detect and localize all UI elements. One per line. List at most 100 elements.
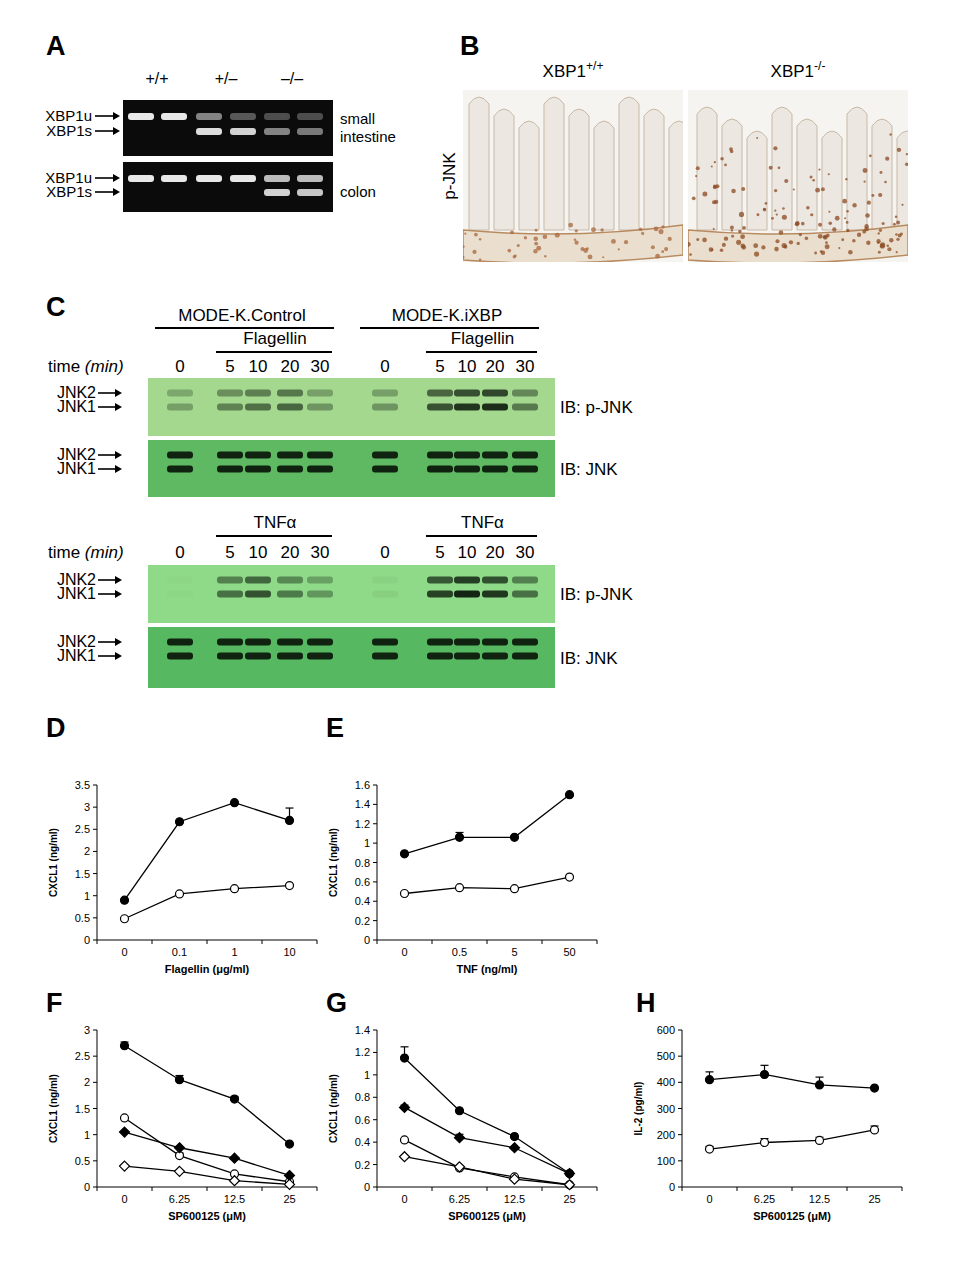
- blot-band: [427, 404, 453, 411]
- arrow-head: [115, 590, 122, 598]
- stain-dot: [818, 234, 823, 239]
- y-tick-label: 400: [657, 1076, 675, 1088]
- stain-dot: [895, 215, 898, 218]
- x-tick-label: 6.25: [169, 1193, 190, 1205]
- gel-band: [128, 113, 154, 120]
- stain-dot: [845, 178, 847, 180]
- stain-dot: [828, 211, 830, 213]
- genotype-label: +/–: [215, 70, 238, 87]
- stain-dot: [624, 240, 628, 244]
- stain-dot: [832, 227, 836, 231]
- stain-dot: [835, 216, 840, 221]
- y-tick: [373, 1030, 377, 1031]
- blot-band: [167, 639, 193, 646]
- stain-dot: [731, 235, 734, 238]
- blot-band: [277, 591, 303, 598]
- x-tick-label: 0: [401, 1193, 407, 1205]
- stain-dot: [825, 244, 830, 249]
- gel-band: [230, 128, 256, 135]
- x-axis-label: SP600125 (μM): [168, 1210, 246, 1222]
- stain-dot: [668, 237, 672, 241]
- gel-image: [123, 162, 333, 212]
- stain-dot: [896, 238, 899, 241]
- row-label: p-JNK: [440, 152, 459, 200]
- stain-dot: [865, 213, 870, 218]
- time-label: 0: [175, 543, 184, 562]
- stain-dot: [878, 251, 881, 254]
- y-tick: [678, 1030, 682, 1031]
- stain-dot: [823, 235, 828, 240]
- x-tick: [262, 940, 263, 944]
- stain-dot: [722, 243, 726, 247]
- x-tick-label: 0.5: [452, 946, 467, 958]
- y-tick-label: 600: [657, 1024, 675, 1036]
- blot-band: [512, 653, 538, 660]
- stain-dot: [774, 210, 776, 212]
- stain-dot: [517, 244, 520, 247]
- blot-band: [454, 466, 480, 473]
- y-tick: [93, 829, 97, 830]
- tissue-label: intestine: [340, 128, 396, 145]
- time-label: 10: [458, 543, 477, 562]
- time-label: 0: [175, 357, 184, 376]
- data-point: [176, 890, 184, 898]
- genotype-label: +/+: [145, 70, 168, 87]
- y-tick: [93, 1056, 97, 1057]
- blot-band: [454, 390, 480, 397]
- line-chart: 00.511.522.5306.2512.525SP600125 (μM)CXC…: [48, 1024, 317, 1222]
- y-tick-label: 1.2: [355, 1046, 370, 1058]
- stain-dot: [741, 187, 745, 191]
- stain-dot: [709, 247, 714, 252]
- stain-dot: [712, 200, 716, 204]
- stain-dot: [763, 208, 767, 212]
- y-tick-label: 3: [84, 1024, 90, 1036]
- blot-label: IB: p-JNK: [560, 398, 633, 417]
- stain-dot: [695, 175, 697, 177]
- stain-dot: [641, 232, 644, 235]
- stain-dot: [655, 254, 660, 259]
- stain-dot: [763, 208, 765, 210]
- villus: [594, 121, 614, 230]
- x-tick: [317, 1187, 318, 1191]
- y-tick-label: 1: [84, 890, 90, 902]
- arrow-line: [98, 655, 117, 657]
- x-tick-label: 1: [231, 946, 237, 958]
- stain-dot: [886, 244, 889, 247]
- time-axis-label: time (min): [48, 543, 124, 562]
- band-label: JNK1: [57, 460, 96, 477]
- stain-dot: [731, 189, 736, 194]
- time-label: 5: [225, 543, 234, 562]
- genotype-label: –/–: [281, 70, 303, 87]
- stain-dot: [801, 222, 805, 226]
- crypt-layer: [688, 225, 908, 262]
- stain-dot: [815, 188, 820, 193]
- x-tick: [542, 940, 543, 944]
- data-point: [231, 1095, 239, 1103]
- data-point: [455, 1133, 465, 1143]
- stain-dot: [771, 217, 774, 220]
- stain-dot: [543, 234, 548, 239]
- x-tick-label: 25: [868, 1193, 880, 1205]
- stain-dot: [507, 249, 511, 253]
- stain-dot: [828, 173, 830, 175]
- blot-band: [482, 452, 508, 459]
- villus: [519, 121, 539, 230]
- time-label: 10: [249, 357, 268, 376]
- blot-band: [454, 452, 480, 459]
- time-label: 20: [281, 357, 300, 376]
- y-axis: [377, 1030, 378, 1187]
- y-tick: [373, 1097, 377, 1098]
- stain-dot: [688, 242, 691, 247]
- blot-band: [427, 390, 453, 397]
- stain-dot: [776, 213, 778, 215]
- data-point: [286, 1140, 294, 1148]
- y-tick: [93, 1108, 97, 1109]
- y-tick-label: 300: [657, 1103, 675, 1115]
- stain-dot: [880, 242, 885, 247]
- blot-image: [148, 565, 555, 623]
- stain-dot: [713, 185, 716, 188]
- blot-band: [454, 639, 480, 646]
- stimulus-label: TNFα: [461, 513, 504, 532]
- y-tick: [93, 807, 97, 808]
- data-point: [455, 1162, 465, 1172]
